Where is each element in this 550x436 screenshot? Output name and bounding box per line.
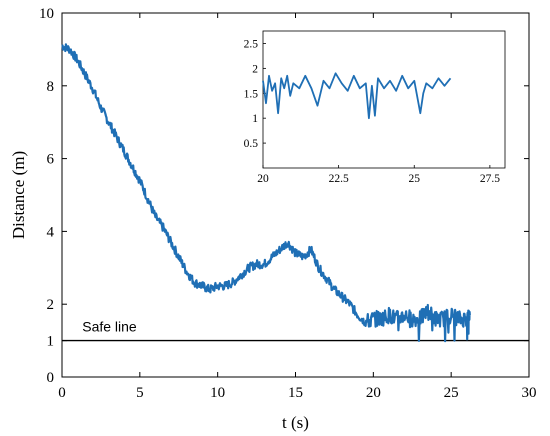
x-tick-label: 20: [366, 385, 381, 401]
main-ticks: 0 5 10 15 20 25 30 0 1 2 4 6 8 10: [39, 6, 537, 401]
y-tick-label: 10: [39, 6, 54, 22]
y-tick-label: 8: [47, 79, 55, 95]
main-plot: 0 5 10 15 20 25 30 0 1 2 4 6 8 10 Safe line t (s) Dis…: [9, 6, 537, 432]
inset-y-tick-label: 0.5: [244, 138, 259, 150]
x-tick-label: 15: [288, 385, 303, 401]
y-tick-label: 0: [47, 370, 55, 386]
x-tick-label: 30: [522, 385, 537, 401]
inset-series-line: [262, 72, 452, 120]
inset-x-tick-label: 22.5: [329, 173, 349, 185]
x-tick-label: 0: [58, 385, 66, 401]
inset-ticks: 20 22.5 25 27.50.511.522.5: [244, 38, 501, 185]
inset-plot: 20 22.5 25 27.50.511.522.5: [244, 30, 506, 185]
x-tick-label: 5: [136, 385, 144, 401]
inset-y-tick-label: 2: [252, 63, 258, 75]
inset-x-tick-label: 20: [257, 173, 269, 185]
x-axis-label: t (s): [282, 413, 309, 432]
inset-y-tick-label: 1.5: [244, 88, 259, 100]
inset-y-tick-label: 2.5: [244, 38, 259, 50]
y-tick-label: 1: [47, 334, 55, 350]
inset-x-tick-label: 25: [409, 173, 421, 185]
y-axis-label: Distance (m): [9, 151, 28, 239]
y-tick-label: 6: [47, 152, 55, 168]
x-tick-label: 25: [444, 385, 459, 401]
inset-x-tick-label: 27.5: [480, 173, 500, 185]
y-tick-label: 2: [47, 297, 55, 313]
inset-plot-frame: [262, 30, 506, 169]
y-tick-label: 4: [47, 224, 55, 240]
distance-series-line: [61, 43, 471, 343]
safe-line-label: Safe line: [82, 319, 137, 335]
x-tick-label: 10: [210, 385, 225, 401]
inset-y-tick-label: 1: [252, 113, 258, 125]
